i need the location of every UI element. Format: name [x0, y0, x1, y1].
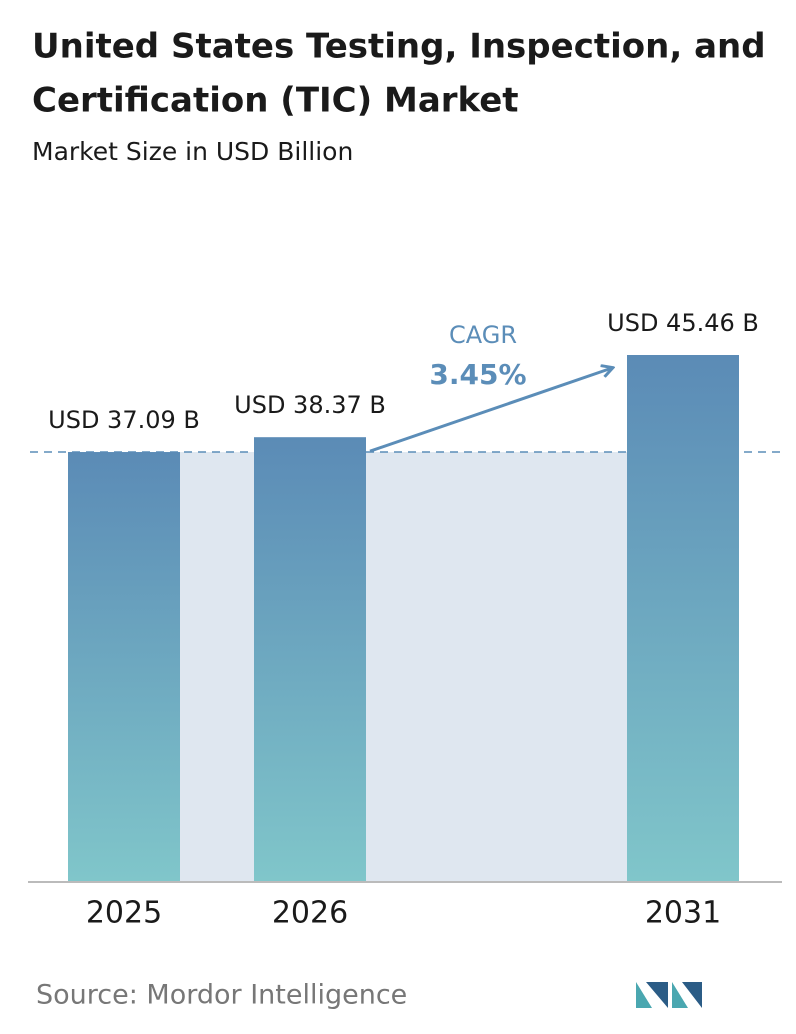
- chart-subtitle: Market Size in USD Billion: [32, 137, 353, 166]
- source: Source: Mordor Intelligence: [36, 980, 407, 1011]
- x-tick-label: 2025: [86, 896, 162, 931]
- chart-title: United States Testing, Inspection, and: [32, 27, 766, 67]
- value-label: USD 38.37 B: [234, 391, 386, 419]
- bar: [627, 355, 739, 882]
- chart-title: Certification (TIC) Market: [32, 81, 519, 121]
- cagr-label: CAGR: [449, 321, 517, 349]
- bar: [68, 452, 180, 882]
- bar: [254, 437, 366, 882]
- x-tick-label: 2031: [645, 896, 721, 931]
- value-label: USD 37.09 B: [48, 406, 200, 434]
- x-tick-label: 2026: [272, 896, 348, 931]
- plot-area: USD 37.09 B 2025 USD 38.37 B 2026 USD 45.46 …: [28, 309, 782, 931]
- logo: [636, 982, 702, 1008]
- cagr-arrow: [369, 368, 612, 453]
- value-label: USD 45.46 B: [607, 309, 759, 337]
- cagr-value: 3.45%: [429, 358, 526, 391]
